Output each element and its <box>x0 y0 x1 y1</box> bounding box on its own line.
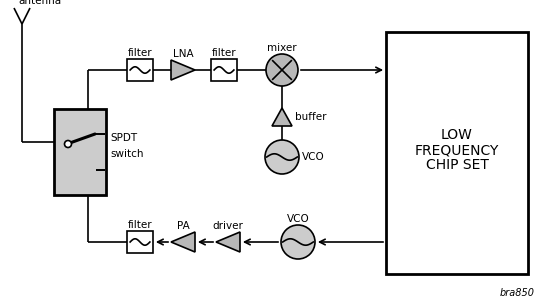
Polygon shape <box>171 232 195 252</box>
Bar <box>211 59 237 81</box>
Text: LOW: LOW <box>441 128 473 142</box>
Bar <box>127 231 153 253</box>
Text: VCO: VCO <box>302 152 325 162</box>
Text: buffer: buffer <box>295 112 327 122</box>
Text: VCO: VCO <box>287 214 309 224</box>
Text: PA: PA <box>177 221 190 231</box>
Circle shape <box>281 225 315 259</box>
Bar <box>386 32 528 274</box>
Circle shape <box>266 54 298 86</box>
Text: switch: switch <box>110 149 144 159</box>
Text: antenna: antenna <box>18 0 61 6</box>
Text: driver: driver <box>213 221 244 231</box>
Text: CHIP SET: CHIP SET <box>426 158 489 172</box>
Polygon shape <box>216 232 240 252</box>
Text: SPDT: SPDT <box>110 133 137 143</box>
Text: filter: filter <box>212 48 237 58</box>
Text: filter: filter <box>127 48 152 58</box>
Polygon shape <box>272 108 292 126</box>
Text: bra850: bra850 <box>500 288 535 298</box>
Text: LNA: LNA <box>173 49 193 59</box>
Bar <box>54 109 106 195</box>
Text: FREQUENCY: FREQUENCY <box>415 143 499 157</box>
Bar <box>127 59 153 81</box>
Circle shape <box>64 140 71 147</box>
Circle shape <box>265 140 299 174</box>
Text: mixer: mixer <box>267 43 297 53</box>
Text: filter: filter <box>127 220 152 230</box>
Polygon shape <box>171 60 195 80</box>
